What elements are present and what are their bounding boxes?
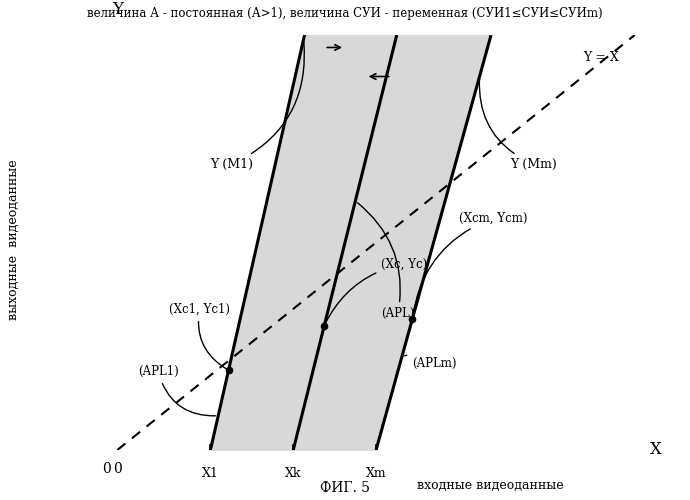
Text: X1: X1 xyxy=(202,466,219,479)
Text: ФИГ. 5: ФИГ. 5 xyxy=(320,481,370,495)
Text: Y (Mm): Y (Mm) xyxy=(480,80,558,171)
Text: входные видеоданные: входные видеоданные xyxy=(417,479,563,492)
Text: 0: 0 xyxy=(103,462,111,476)
Text: Xm: Xm xyxy=(366,466,386,479)
Text: Y = X: Y = X xyxy=(583,51,619,64)
Text: Y (M1): Y (M1) xyxy=(210,42,304,171)
Text: 0: 0 xyxy=(113,462,121,476)
Text: (APL): (APL) xyxy=(357,202,415,320)
Text: (APLm): (APLm) xyxy=(404,356,457,370)
Text: (APL1): (APL1) xyxy=(138,366,215,416)
Text: Xk: Xk xyxy=(285,466,302,479)
Text: (Xc1, Yc1): (Xc1, Yc1) xyxy=(169,303,230,368)
Text: величина А - постоянная (А>1), величина СУИ - переменная (СУИ1≤СУИ≤СУИm): величина А - постоянная (А>1), величина … xyxy=(87,8,603,20)
Text: X: X xyxy=(651,442,662,458)
Text: (Xcm, Ycm): (Xcm, Ycm) xyxy=(413,212,527,316)
Text: (Xc, Yc): (Xc, Yc) xyxy=(326,258,428,323)
Text: выходные  видеоданные: выходные видеоданные xyxy=(8,160,20,320)
Text: Y: Y xyxy=(112,2,123,18)
Text: Y (M): Y (M) xyxy=(0,499,1,500)
